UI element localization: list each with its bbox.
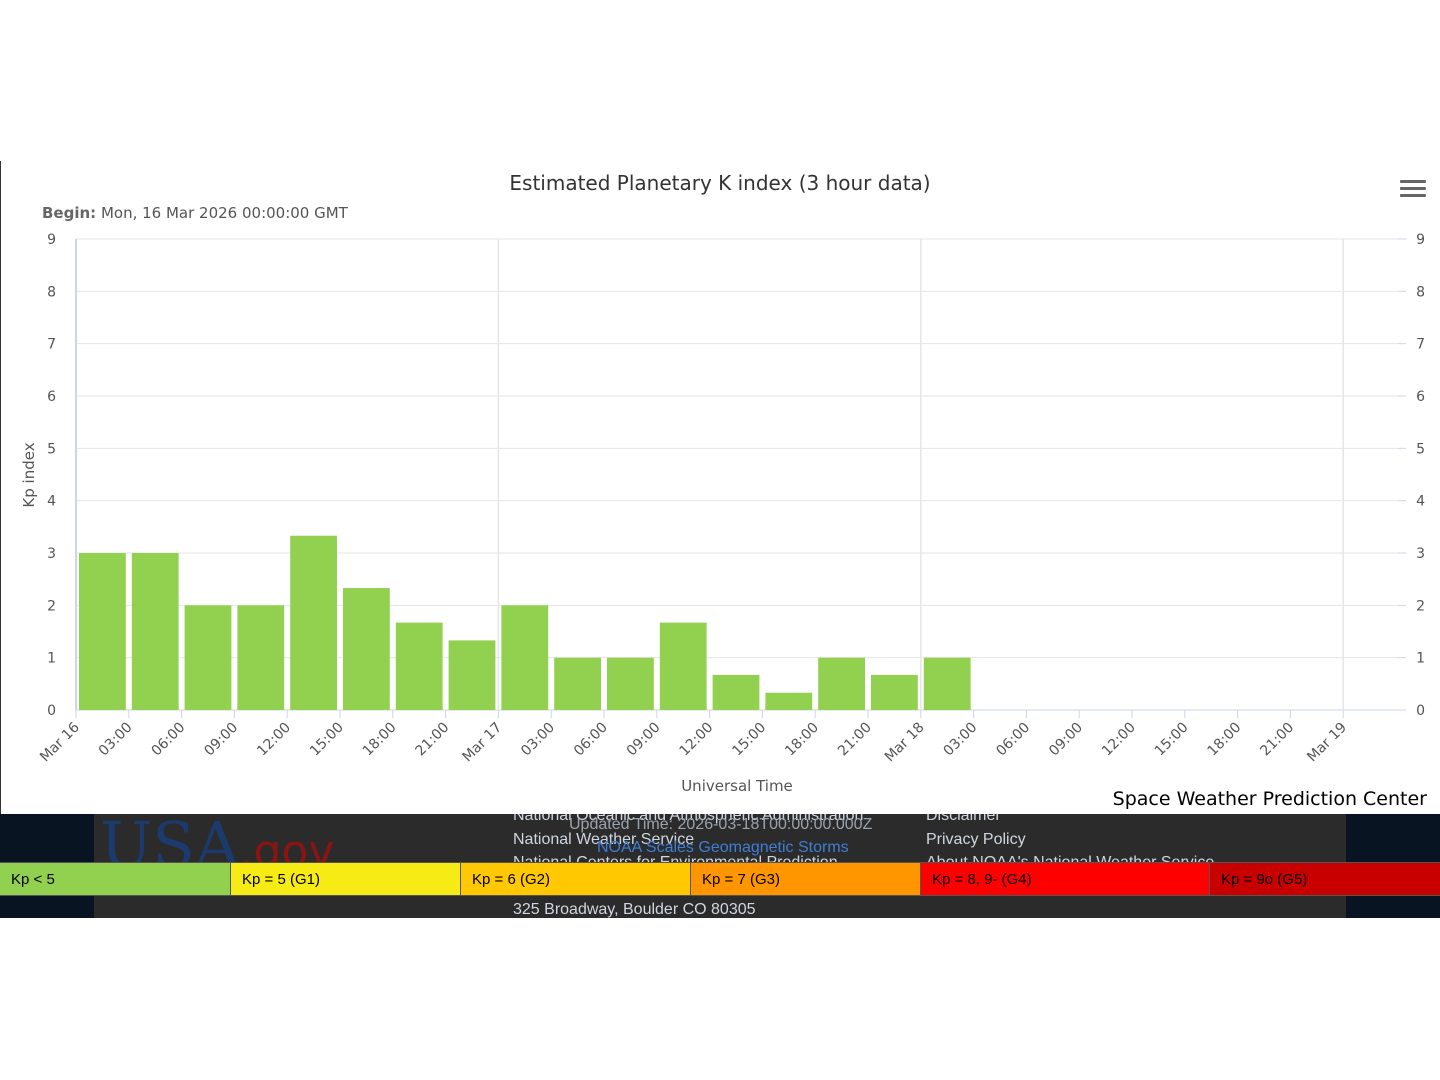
footer-link-noaa[interactable]: National Oceanic and Atmospheric Adminis… — [513, 814, 864, 824]
y-right-tick-label: 6 — [1416, 389, 1425, 405]
x-tick-label: 15:00 — [1152, 720, 1192, 760]
x-tick-label: 18:00 — [782, 720, 822, 760]
noaa-scales-link[interactable]: NOAA Scales Geomagnetic Storms — [597, 839, 849, 856]
kp-bar — [923, 657, 971, 710]
kp-bar — [659, 622, 707, 710]
usa-gov-logo-main: USA — [100, 814, 240, 862]
x-tick-label: 12:00 — [677, 720, 717, 760]
x-tick-label: 06:00 — [571, 720, 611, 760]
begin-value: Mon, 16 Mar 2026 00:00:00 GMT — [100, 204, 348, 222]
y-tick-label: 1 — [47, 651, 56, 667]
y-tick-label: 9 — [47, 232, 56, 248]
kp-bar — [712, 674, 760, 710]
usa-gov-logo[interactable]: USA.gov — [100, 814, 334, 862]
kp-bar — [131, 553, 179, 710]
y-tick-label: 6 — [47, 389, 56, 405]
y-tick-label: 2 — [47, 598, 56, 614]
footer-link-nws[interactable]: National Weather Service — [513, 831, 695, 848]
x-tick-label: 09:00 — [1046, 720, 1086, 760]
x-tick-label: Mar 16 — [37, 719, 83, 765]
legend-kp-5-g1: Kp = 5 (G1) — [231, 862, 461, 896]
y-right-tick-label: 8 — [1416, 284, 1425, 300]
kp-bar — [79, 553, 126, 710]
x-tick-label: 06:00 — [149, 720, 189, 760]
y-tick-label: 5 — [47, 441, 56, 457]
kp-bar — [290, 535, 337, 710]
legend-kp-below-5: Kp < 5 — [0, 862, 231, 896]
legend-kp-6-g2: Kp = 6 (G2) — [461, 862, 691, 896]
y-right-tick-label: 7 — [1416, 337, 1425, 353]
kp-bar — [607, 657, 654, 710]
footer-updated-time: Updated Time: 2026-03-18T00:00:00.000Z — [569, 816, 873, 833]
x-tick-label: 09:00 — [624, 720, 664, 760]
kp-bar — [818, 657, 865, 710]
x-tick-label: 18:00 — [1205, 720, 1245, 760]
legend-kp-9o-g5: Kp = 9o (G5) — [1210, 862, 1440, 896]
kp-bar — [871, 674, 918, 710]
kp-bar — [448, 640, 496, 710]
x-tick-label: Mar 18 — [882, 720, 928, 766]
y-right-tick-label: 4 — [1416, 494, 1425, 510]
y-tick-label: 8 — [47, 284, 56, 300]
x-tick-label: Mar 17 — [459, 720, 505, 766]
kp-bar — [237, 605, 285, 710]
legend-kp-8-9-g4: Kp = 8, 9- (G4) — [921, 862, 1210, 896]
kp-bar — [343, 588, 390, 710]
x-tick-label: 15:00 — [307, 720, 347, 760]
chart-subtitle: Begin: Mon, 16 Mar 2026 00:00:00 GMT — [42, 204, 348, 222]
x-tick-label: 18:00 — [360, 720, 400, 760]
y-right-tick-label: 2 — [1416, 598, 1425, 614]
hamburger-menu-icon[interactable] — [1400, 180, 1426, 202]
y-tick-label: 7 — [47, 337, 56, 353]
x-axis-title: Universal Time — [681, 777, 793, 795]
x-tick-label: 03:00 — [941, 720, 981, 760]
kp-color-legend: Kp < 5 Kp = 5 (G1) Kp = 6 (G2) Kp = 7 (G… — [0, 862, 1440, 896]
kp-bar-chart: 0 0 1 1 2 2 3 3 4 4 5 5 6 6 7 7 8 8 9 9 Mar 16 03:00 06:00 09:0… — [20, 232, 1425, 795]
kp-bar — [395, 622, 443, 710]
y-right-tick-label: 9 — [1416, 232, 1425, 248]
y-right-tick-label: 1 — [1416, 651, 1425, 667]
x-tick-label: 06:00 — [993, 720, 1033, 760]
x-tick-label: 12:00 — [1099, 720, 1139, 760]
chart-title: Estimated Planetary K index (3 hour data… — [509, 171, 931, 195]
kp-bar — [501, 605, 549, 710]
kp-bar — [765, 692, 813, 710]
footer-address: 325 Broadway, Boulder CO 80305 — [513, 901, 756, 918]
x-tick-label: 03:00 — [518, 720, 558, 760]
kp-bar — [554, 657, 601, 710]
y-tick-label: 4 — [47, 494, 56, 510]
footer-link-privacy[interactable]: Privacy Policy — [926, 831, 1026, 848]
x-tick-label: 03:00 — [96, 720, 136, 760]
y-right-tick-label: 0 — [1416, 703, 1425, 719]
x-tick-label: 21:00 — [1257, 720, 1297, 760]
x-tick-label: Mar 19 — [1304, 720, 1350, 766]
begin-label: Begin: — [42, 204, 97, 222]
y-tick-label: 3 — [47, 546, 56, 562]
legend-kp-7-g3: Kp = 7 (G3) — [691, 862, 921, 896]
x-tick-label: 21:00 — [413, 720, 453, 760]
x-tick-label: 12:00 — [254, 720, 294, 760]
kp-bar — [184, 605, 232, 710]
y-right-tick-label: 3 — [1416, 546, 1425, 562]
usa-gov-logo-suffix: .gov — [239, 826, 335, 862]
y-tick-label: 0 — [47, 703, 56, 719]
footer-link-disclaimer[interactable]: Disclaimer — [926, 814, 1001, 824]
y-axis-title: Kp index — [20, 442, 38, 507]
x-tick-label: 15:00 — [729, 720, 769, 760]
x-tick-label: 09:00 — [201, 720, 241, 760]
x-tick-label: 21:00 — [835, 720, 875, 760]
y-right-tick-label: 5 — [1416, 441, 1425, 457]
swpc-credit: Space Weather Prediction Center — [1112, 788, 1427, 810]
